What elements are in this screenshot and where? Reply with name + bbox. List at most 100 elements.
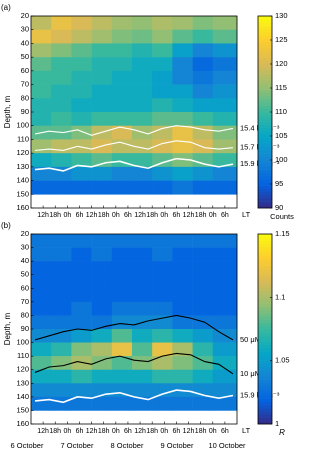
heatmap-cell — [172, 180, 193, 195]
heatmap-cell — [212, 301, 238, 316]
heatmap-cell — [212, 288, 238, 303]
colorbar-swatch — [258, 319, 272, 323]
colorbar-swatch — [258, 341, 272, 346]
colorbar-swatch — [258, 198, 272, 202]
colorbar-swatch — [258, 163, 272, 167]
heatmap-cell — [131, 329, 153, 343]
x-axis-end-label: LT — [242, 426, 251, 435]
heatmap-cell — [131, 396, 153, 411]
heatmap-cell — [71, 112, 92, 127]
heatmap-cell — [31, 84, 52, 99]
colorbar-tick-label: 115 — [275, 83, 287, 92]
heatmap-cell — [51, 234, 72, 248]
colorbar-swatch — [258, 262, 272, 266]
y-tick-label: 160 — [16, 419, 29, 428]
colorbar-tick-label: 1.15 — [275, 229, 290, 238]
heatmap-cell — [212, 383, 238, 398]
heatmap-cell — [71, 29, 92, 44]
heatmap-cell — [172, 84, 193, 99]
y-tick-label: 70 — [21, 80, 29, 89]
colorbar-swatch — [258, 144, 272, 148]
colorbar-swatch — [258, 169, 272, 174]
heatmap-cell — [192, 288, 214, 303]
y-tick-label: 90 — [21, 107, 29, 116]
y-tick-label: 120 — [16, 148, 29, 157]
colorbar-swatch — [258, 306, 272, 311]
contour-line — [34, 157, 234, 172]
contour-line — [34, 125, 234, 136]
colorbar-swatch — [258, 185, 272, 190]
heatmap-cell — [212, 356, 238, 371]
colorbar-tick-label: 1 — [275, 419, 279, 428]
heatmap-cell — [91, 261, 113, 276]
y-tick-label: 150 — [16, 189, 29, 198]
heatmap-cell — [192, 234, 214, 248]
heatmap-cell — [192, 369, 214, 384]
colorbar-swatch — [258, 351, 272, 355]
heatmap-cell — [131, 288, 153, 303]
heatmap-cell — [111, 57, 133, 72]
colorbar-swatch — [258, 131, 272, 135]
colorbar-swatch — [258, 379, 272, 384]
colorbar-tick-label: 90 — [275, 203, 283, 212]
heatmap-cell — [172, 369, 193, 384]
colorbar-swatch — [258, 99, 272, 103]
x-tick-label: 0h — [63, 428, 71, 435]
heatmap-cell — [31, 274, 52, 289]
colorbar-swatch — [258, 370, 272, 374]
colorbar-swatch — [258, 182, 272, 186]
heatmap-cell — [152, 274, 173, 289]
heatmap-cell — [131, 383, 153, 398]
heatmap-cell — [91, 112, 113, 127]
heatmap-cell — [71, 234, 92, 248]
x-tick-label: 0h — [209, 212, 217, 219]
y-tick-label: 50 — [21, 270, 29, 279]
y-tick-label: 20 — [21, 11, 29, 20]
heatmap-cell — [212, 396, 238, 411]
colorbar-tick-label: 105 — [275, 131, 288, 140]
heatmap-cell — [152, 234, 173, 248]
heatmap-cell — [172, 29, 193, 44]
colorbar-swatch — [258, 121, 272, 126]
colorbar-swatch — [258, 249, 272, 254]
heatmap-cell — [152, 125, 173, 140]
heatmap-cell — [71, 180, 92, 195]
heatmap-cell — [192, 98, 214, 113]
heatmap-cell — [192, 261, 214, 276]
heatmap-cell — [71, 315, 92, 330]
heatmap-cell — [131, 112, 153, 127]
heatmap-cell — [131, 234, 153, 248]
heatmap-cell — [51, 139, 72, 154]
colorbar-swatch — [258, 160, 272, 164]
heatmap-cell — [51, 84, 72, 99]
y-tick-label: 100 — [16, 121, 29, 130]
heatmap-cell — [131, 57, 153, 72]
heatmap-cell — [152, 396, 173, 411]
colorbar-swatch — [258, 420, 272, 425]
colorbar-swatch — [258, 195, 272, 199]
heatmap-cell — [91, 274, 113, 289]
heatmap-cell — [71, 16, 92, 31]
heatmap-cell — [152, 112, 173, 127]
heatmap-cell — [111, 396, 133, 411]
y-tick-label: 110 — [17, 351, 29, 360]
heatmap-cell — [172, 329, 193, 343]
heatmap-cell — [111, 329, 133, 343]
heatmap-cell — [212, 234, 238, 248]
heatmap-cell — [131, 356, 153, 371]
heatmap-cell — [91, 369, 113, 384]
heatmap-cell — [91, 57, 113, 72]
heatmap-cell — [111, 153, 133, 168]
x-tick-label: 6h — [221, 428, 229, 435]
heatmap-cell — [152, 16, 173, 31]
heatmap-cell — [51, 70, 72, 85]
heatmap-cell — [51, 315, 72, 330]
colorbar-swatch — [258, 392, 272, 396]
heatmap-cell — [111, 369, 133, 384]
colorbar-tick-label: 130 — [275, 11, 288, 20]
x-tick-label: 18h — [146, 428, 158, 435]
colorbar-swatch — [258, 176, 272, 180]
x-tick-label: 6h — [173, 212, 181, 219]
x-tick-label: 12h — [183, 428, 195, 435]
y-tick-label: 140 — [16, 392, 29, 401]
